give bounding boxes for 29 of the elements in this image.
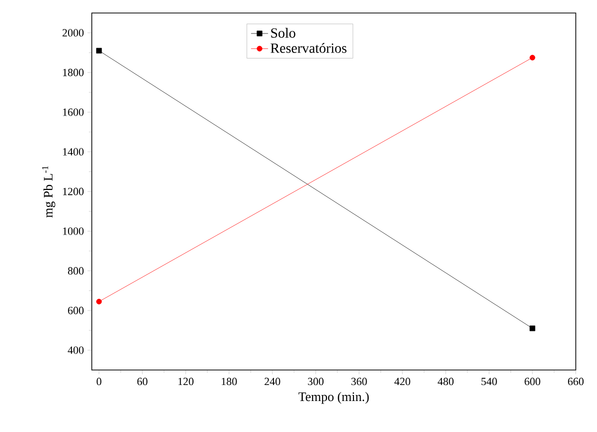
- legend-label: Reservatórios: [270, 43, 346, 53]
- legend-label: Solo: [271, 28, 296, 38]
- x-tick-label: 60: [137, 378, 148, 386]
- x-axis-title: Tempo (min.): [298, 392, 369, 404]
- x-tick-label: 360: [351, 378, 367, 386]
- point: [530, 326, 536, 332]
- y-tick-label: 2000: [62, 29, 84, 37]
- x-tick-label: 540: [482, 378, 497, 386]
- x-tick-label: 0: [96, 378, 102, 386]
- point: [96, 48, 102, 54]
- y-tick-label: 1600: [63, 108, 84, 116]
- x-tick-label: 300: [308, 378, 324, 386]
- point: [96, 298, 102, 304]
- x-tick-label: 660: [568, 378, 584, 386]
- x-tick-label: 180: [222, 378, 237, 386]
- y-tick-label: 600: [68, 306, 84, 314]
- y-tick-label: 400: [68, 346, 84, 354]
- y-tick-label: 1800: [63, 68, 84, 76]
- x-tick-label: 240: [264, 378, 280, 386]
- y-tick-label: 1000: [63, 227, 84, 235]
- x-tick-label: 120: [178, 378, 194, 386]
- y-tick-label: 800: [68, 267, 84, 275]
- x-tick-label: 420: [394, 378, 410, 386]
- point: [530, 54, 536, 60]
- y-axis-title: mg Pb L$^{-1}$: [42, 166, 56, 218]
- x-tick-label: 600: [524, 378, 540, 386]
- y-tick-label: 1400: [63, 148, 84, 156]
- x-tick-label: 480: [438, 378, 454, 386]
- y-tick-label: 1200: [63, 188, 84, 196]
